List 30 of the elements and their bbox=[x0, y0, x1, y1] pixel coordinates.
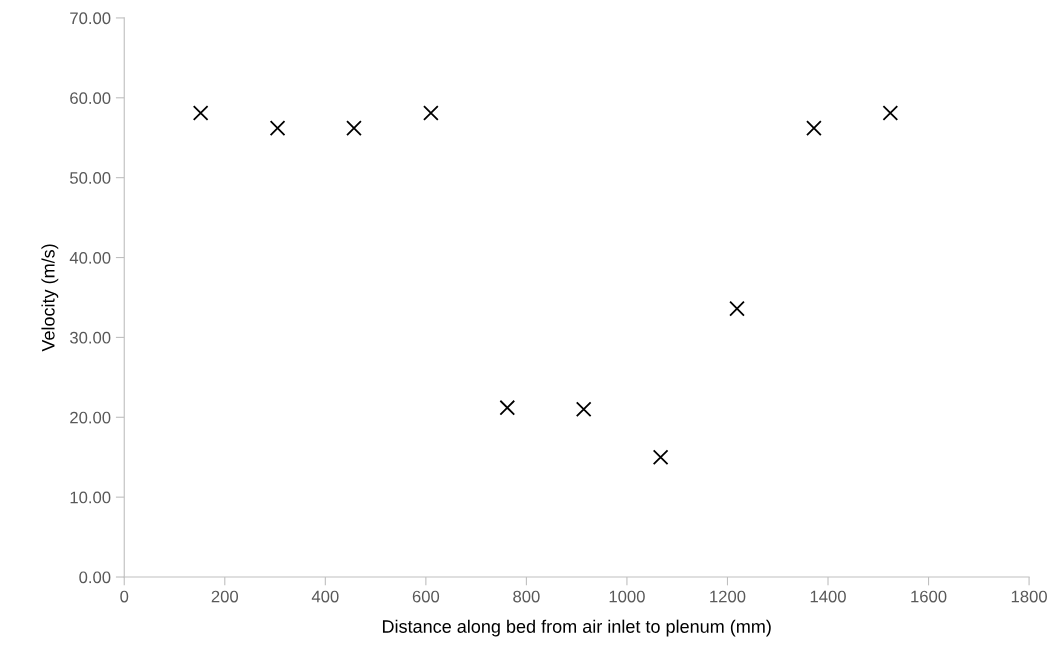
x-tick-label: 1600 bbox=[911, 590, 947, 603]
y-tick-label: 40.00 bbox=[69, 251, 111, 264]
x-tick-label: 800 bbox=[513, 590, 540, 603]
point bbox=[192, 105, 209, 121]
point bbox=[652, 449, 669, 466]
point bbox=[882, 105, 899, 121]
point bbox=[729, 300, 745, 317]
y-tick-label: 20.00 bbox=[70, 411, 111, 424]
point bbox=[575, 401, 592, 418]
point bbox=[806, 120, 822, 136]
x-tick-label: 400 bbox=[311, 590, 339, 603]
y-tick-label: 50.00 bbox=[70, 172, 111, 184]
x-tick-label: 1200 bbox=[710, 590, 746, 603]
point bbox=[423, 105, 439, 121]
x-tick-label: 600 bbox=[412, 590, 440, 603]
point bbox=[499, 399, 516, 416]
x-tick-label: 0 bbox=[120, 590, 129, 603]
y-tick-label: 60.00 bbox=[70, 92, 111, 104]
y-tick-label: 10.00 bbox=[70, 491, 111, 504]
y-tick-label: 0.00 bbox=[79, 571, 111, 584]
x-axis-title: Distance along bed from air inlet to plenum (mm) bbox=[382, 619, 771, 637]
y-tick-label: 30.00 bbox=[69, 331, 111, 344]
point bbox=[269, 120, 286, 136]
x-tick-label: 200 bbox=[211, 590, 239, 603]
y-tick-label: 70.00 bbox=[70, 12, 111, 25]
x-tick-label: 1800 bbox=[1011, 590, 1047, 603]
point bbox=[346, 120, 362, 136]
x-tick-label: 1000 bbox=[609, 590, 645, 603]
x-tick-label: 1400 bbox=[810, 590, 846, 603]
y-axis-title: Velocity (m/s) bbox=[41, 244, 59, 352]
